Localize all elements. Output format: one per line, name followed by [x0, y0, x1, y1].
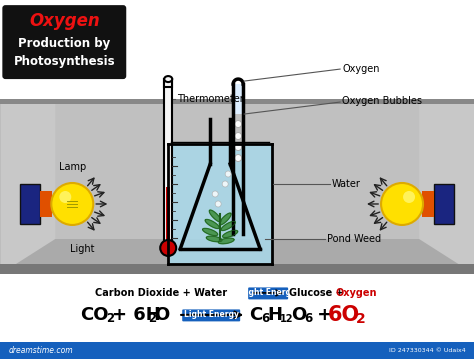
- Bar: [0, 99, 474, 274]
- Text: 2: 2: [148, 312, 156, 325]
- Circle shape: [403, 191, 415, 203]
- Text: + 6H: + 6H: [112, 306, 161, 324]
- Circle shape: [381, 183, 423, 225]
- Ellipse shape: [164, 76, 172, 82]
- FancyBboxPatch shape: [182, 309, 240, 321]
- Text: Thermometer: Thermometer: [177, 94, 244, 104]
- Text: Carbon Dioxide + Water: Carbon Dioxide + Water: [95, 288, 228, 298]
- Bar: [422, 191, 434, 217]
- Text: +: +: [311, 306, 338, 324]
- Circle shape: [212, 191, 218, 197]
- Polygon shape: [221, 222, 235, 230]
- Circle shape: [51, 183, 93, 225]
- Bar: [0, 264, 474, 274]
- FancyBboxPatch shape: [2, 5, 126, 79]
- Text: 6: 6: [304, 312, 312, 325]
- Text: 6O: 6O: [328, 305, 360, 325]
- Circle shape: [235, 132, 242, 140]
- Polygon shape: [210, 210, 221, 222]
- Polygon shape: [205, 219, 219, 229]
- Text: C: C: [249, 306, 263, 324]
- Bar: [0, 342, 474, 359]
- Bar: [0, 99, 474, 104]
- Text: Lamp: Lamp: [59, 162, 86, 172]
- Text: Water: Water: [332, 179, 361, 189]
- Text: Oxygen: Oxygen: [342, 64, 380, 74]
- Text: Light Energy: Light Energy: [241, 288, 296, 297]
- Text: Oxygen Bubbles: Oxygen Bubbles: [342, 96, 422, 106]
- Polygon shape: [203, 228, 218, 236]
- Text: O: O: [291, 306, 306, 324]
- Bar: [234, 84, 242, 114]
- Polygon shape: [219, 238, 234, 244]
- Circle shape: [225, 171, 231, 177]
- Circle shape: [160, 240, 176, 256]
- FancyBboxPatch shape: [248, 288, 288, 299]
- Bar: [0, 0, 474, 104]
- Text: 2: 2: [106, 312, 114, 325]
- Text: H: H: [267, 306, 282, 324]
- Bar: [55, 99, 419, 239]
- Text: Light Energy: Light Energy: [184, 311, 239, 320]
- Text: 12: 12: [280, 314, 293, 324]
- Polygon shape: [206, 236, 222, 242]
- Circle shape: [59, 191, 71, 203]
- Polygon shape: [419, 99, 474, 274]
- Bar: [412, 196, 422, 212]
- Bar: [40, 191, 52, 217]
- Text: Oxygen: Oxygen: [335, 288, 377, 298]
- Text: dreamstime.com: dreamstime.com: [9, 346, 73, 355]
- Polygon shape: [0, 99, 55, 274]
- Polygon shape: [219, 213, 231, 225]
- Text: CO: CO: [80, 306, 109, 324]
- Circle shape: [235, 144, 242, 150]
- Text: Light: Light: [70, 244, 94, 254]
- Text: Pond Weed: Pond Weed: [327, 234, 381, 244]
- Circle shape: [215, 201, 221, 207]
- Text: Production by
Photosynthesis: Production by Photosynthesis: [13, 37, 115, 67]
- Text: Glucose +: Glucose +: [289, 288, 347, 298]
- Bar: [164, 79, 172, 244]
- Text: 2: 2: [356, 312, 366, 326]
- Text: O: O: [154, 306, 170, 324]
- Text: Oxygen: Oxygen: [29, 12, 100, 30]
- Text: ID 247330344 © Udaix4: ID 247330344 © Udaix4: [389, 348, 466, 353]
- Bar: [164, 79, 172, 87]
- Circle shape: [235, 154, 242, 162]
- Polygon shape: [223, 230, 237, 238]
- Bar: [434, 184, 454, 224]
- Bar: [166, 187, 170, 242]
- Bar: [20, 184, 40, 224]
- Bar: [168, 144, 273, 264]
- Bar: [0, 274, 474, 342]
- Circle shape: [235, 121, 242, 127]
- Text: 6: 6: [261, 312, 269, 325]
- Circle shape: [222, 181, 228, 187]
- Bar: [52, 196, 62, 212]
